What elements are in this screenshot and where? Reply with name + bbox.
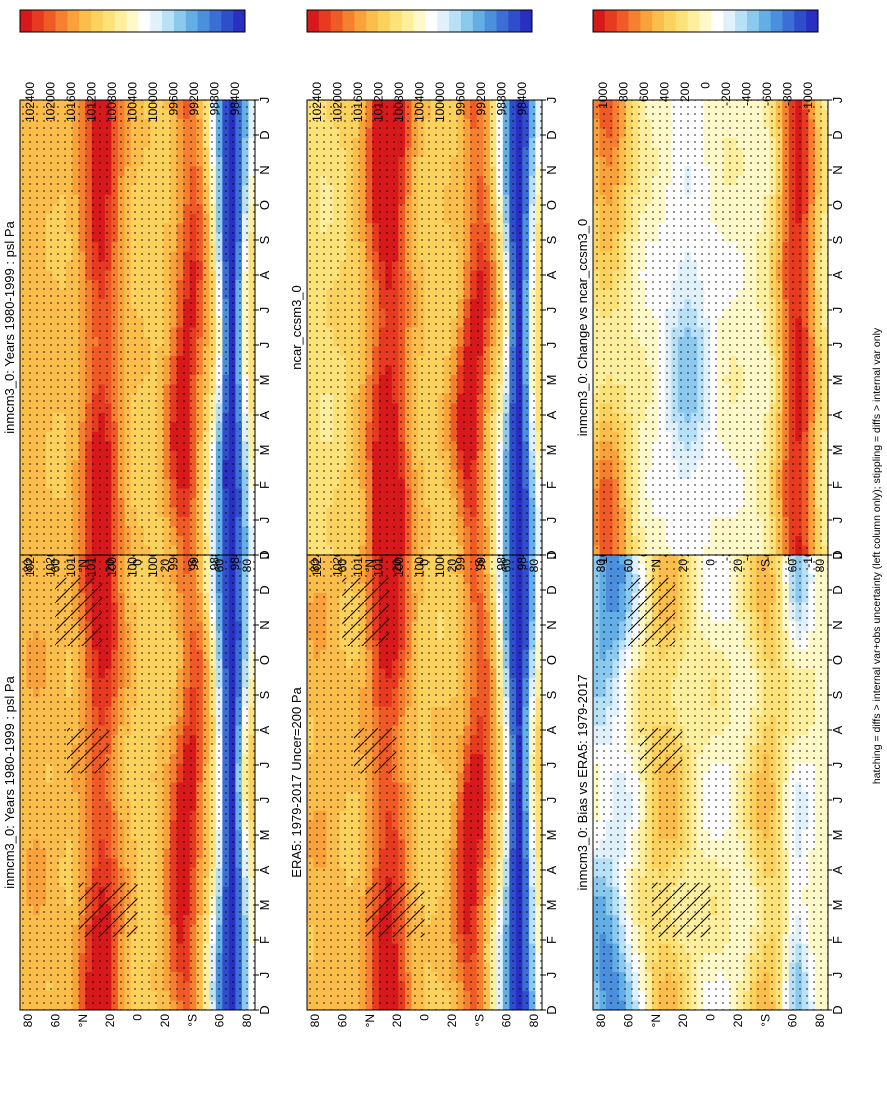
colorbar-label: 99600 bbox=[167, 82, 181, 116]
stippling-overlay bbox=[20, 100, 255, 555]
chart-title: inmcm3_0: Years 1980-1999 : psl Pa bbox=[2, 675, 17, 888]
x-tick-label: M bbox=[257, 900, 272, 911]
x-tick-label: J bbox=[257, 307, 272, 314]
x-tick-label: F bbox=[257, 481, 272, 489]
colorbar-label: 100400 bbox=[126, 82, 140, 122]
x-tick-label: J bbox=[257, 762, 272, 769]
x-tick-label: F bbox=[257, 936, 272, 944]
hatching-overlay bbox=[78, 882, 138, 938]
colorbar-swatch bbox=[31, 10, 45, 32]
x-tick-label: J bbox=[257, 972, 272, 979]
y-tick-label: 20 bbox=[103, 1014, 117, 1028]
x-tick-label: M bbox=[257, 830, 272, 841]
colorbar-swatch bbox=[67, 10, 80, 32]
x-tick-label: M bbox=[257, 445, 272, 456]
colorbar-label: 100000 bbox=[146, 82, 160, 122]
y-tick-label: 0 bbox=[131, 559, 145, 566]
colorbar-label: 101200 bbox=[85, 82, 99, 122]
y-tick-label: 60 bbox=[213, 1014, 227, 1028]
x-tick-label: S bbox=[257, 235, 272, 244]
x-tick-label: A bbox=[257, 410, 272, 419]
colorbar-label: 102400 bbox=[23, 82, 37, 122]
x-tick-label: M bbox=[257, 375, 272, 386]
colorbar-swatch bbox=[126, 10, 139, 32]
colorbar-swatch bbox=[138, 10, 151, 32]
chart-title: inmcm3_0: Years 1980-1999 : psl Pa bbox=[2, 220, 17, 433]
x-tick-label: S bbox=[257, 690, 272, 699]
colorbar-swatch bbox=[43, 10, 57, 32]
colorbar-label: 101600 bbox=[64, 82, 78, 122]
colorbar-label: 98800 bbox=[208, 82, 222, 116]
plot-frame bbox=[19, 99, 256, 556]
x-tick-label: D bbox=[257, 1005, 272, 1014]
y-tick-label: 80 bbox=[240, 1014, 254, 1028]
y-tick-label: 60 bbox=[213, 559, 227, 573]
colorbar-swatch bbox=[233, 10, 246, 32]
y-tick-label: °N bbox=[76, 1014, 90, 1027]
colorbar-label: 98400 bbox=[228, 82, 242, 116]
colorbar-label: 99200 bbox=[187, 82, 201, 116]
colorbar-swatch bbox=[150, 10, 163, 32]
x-tick-label: D bbox=[257, 550, 272, 559]
colorbar-swatch bbox=[102, 10, 116, 32]
colorbar-swatch bbox=[20, 10, 33, 32]
colorbar-swatch bbox=[91, 10, 104, 32]
colorbar-swatch bbox=[173, 10, 187, 32]
x-tick-label: J bbox=[257, 552, 272, 559]
colorbar-label: 102000 bbox=[44, 82, 58, 122]
colorbar-swatch bbox=[114, 10, 128, 32]
x-tick-label: A bbox=[257, 865, 272, 874]
y-tick-label: 20 bbox=[158, 559, 172, 573]
colorbar-swatch bbox=[79, 10, 92, 32]
colorbar-label: 100800 bbox=[105, 82, 119, 122]
y-tick-label: 60 bbox=[48, 1014, 62, 1028]
hatching-overlay bbox=[67, 727, 110, 774]
colorbar-swatch bbox=[162, 10, 175, 32]
colorbar-swatch bbox=[221, 10, 234, 32]
x-tick-label: O bbox=[257, 200, 272, 210]
x-tick-label: A bbox=[257, 270, 272, 279]
x-tick-label: N bbox=[257, 620, 272, 629]
y-tick-label: 80 bbox=[21, 1014, 35, 1028]
hatching-overlay bbox=[55, 577, 103, 646]
y-tick-label: °S bbox=[185, 1014, 199, 1027]
x-tick-label: J bbox=[257, 797, 272, 804]
colorbar-swatch bbox=[209, 10, 222, 32]
y-tick-label: 60 bbox=[48, 559, 62, 573]
x-tick-label: D bbox=[257, 130, 272, 139]
x-tick-label: J bbox=[257, 517, 272, 524]
y-tick-label: °S bbox=[185, 559, 199, 572]
colorbar-swatch bbox=[55, 10, 68, 32]
y-tick-label: 0 bbox=[131, 1014, 145, 1021]
x-tick-label: O bbox=[257, 655, 272, 665]
x-tick-label: N bbox=[257, 165, 272, 174]
y-tick-label: 80 bbox=[21, 559, 35, 573]
x-tick-label: J bbox=[257, 342, 272, 349]
y-tick-label: 20 bbox=[158, 1014, 172, 1028]
colorbar-frame bbox=[19, 9, 246, 33]
colorbar-swatch bbox=[185, 10, 199, 32]
x-tick-label: D bbox=[257, 585, 272, 594]
x-tick-label: A bbox=[257, 725, 272, 734]
x-tick-label: J bbox=[257, 97, 272, 104]
y-tick-label: °N bbox=[76, 559, 90, 572]
y-tick-label: 20 bbox=[103, 559, 117, 573]
y-tick-label: 80 bbox=[240, 559, 254, 573]
colorbar-swatch bbox=[197, 10, 210, 32]
